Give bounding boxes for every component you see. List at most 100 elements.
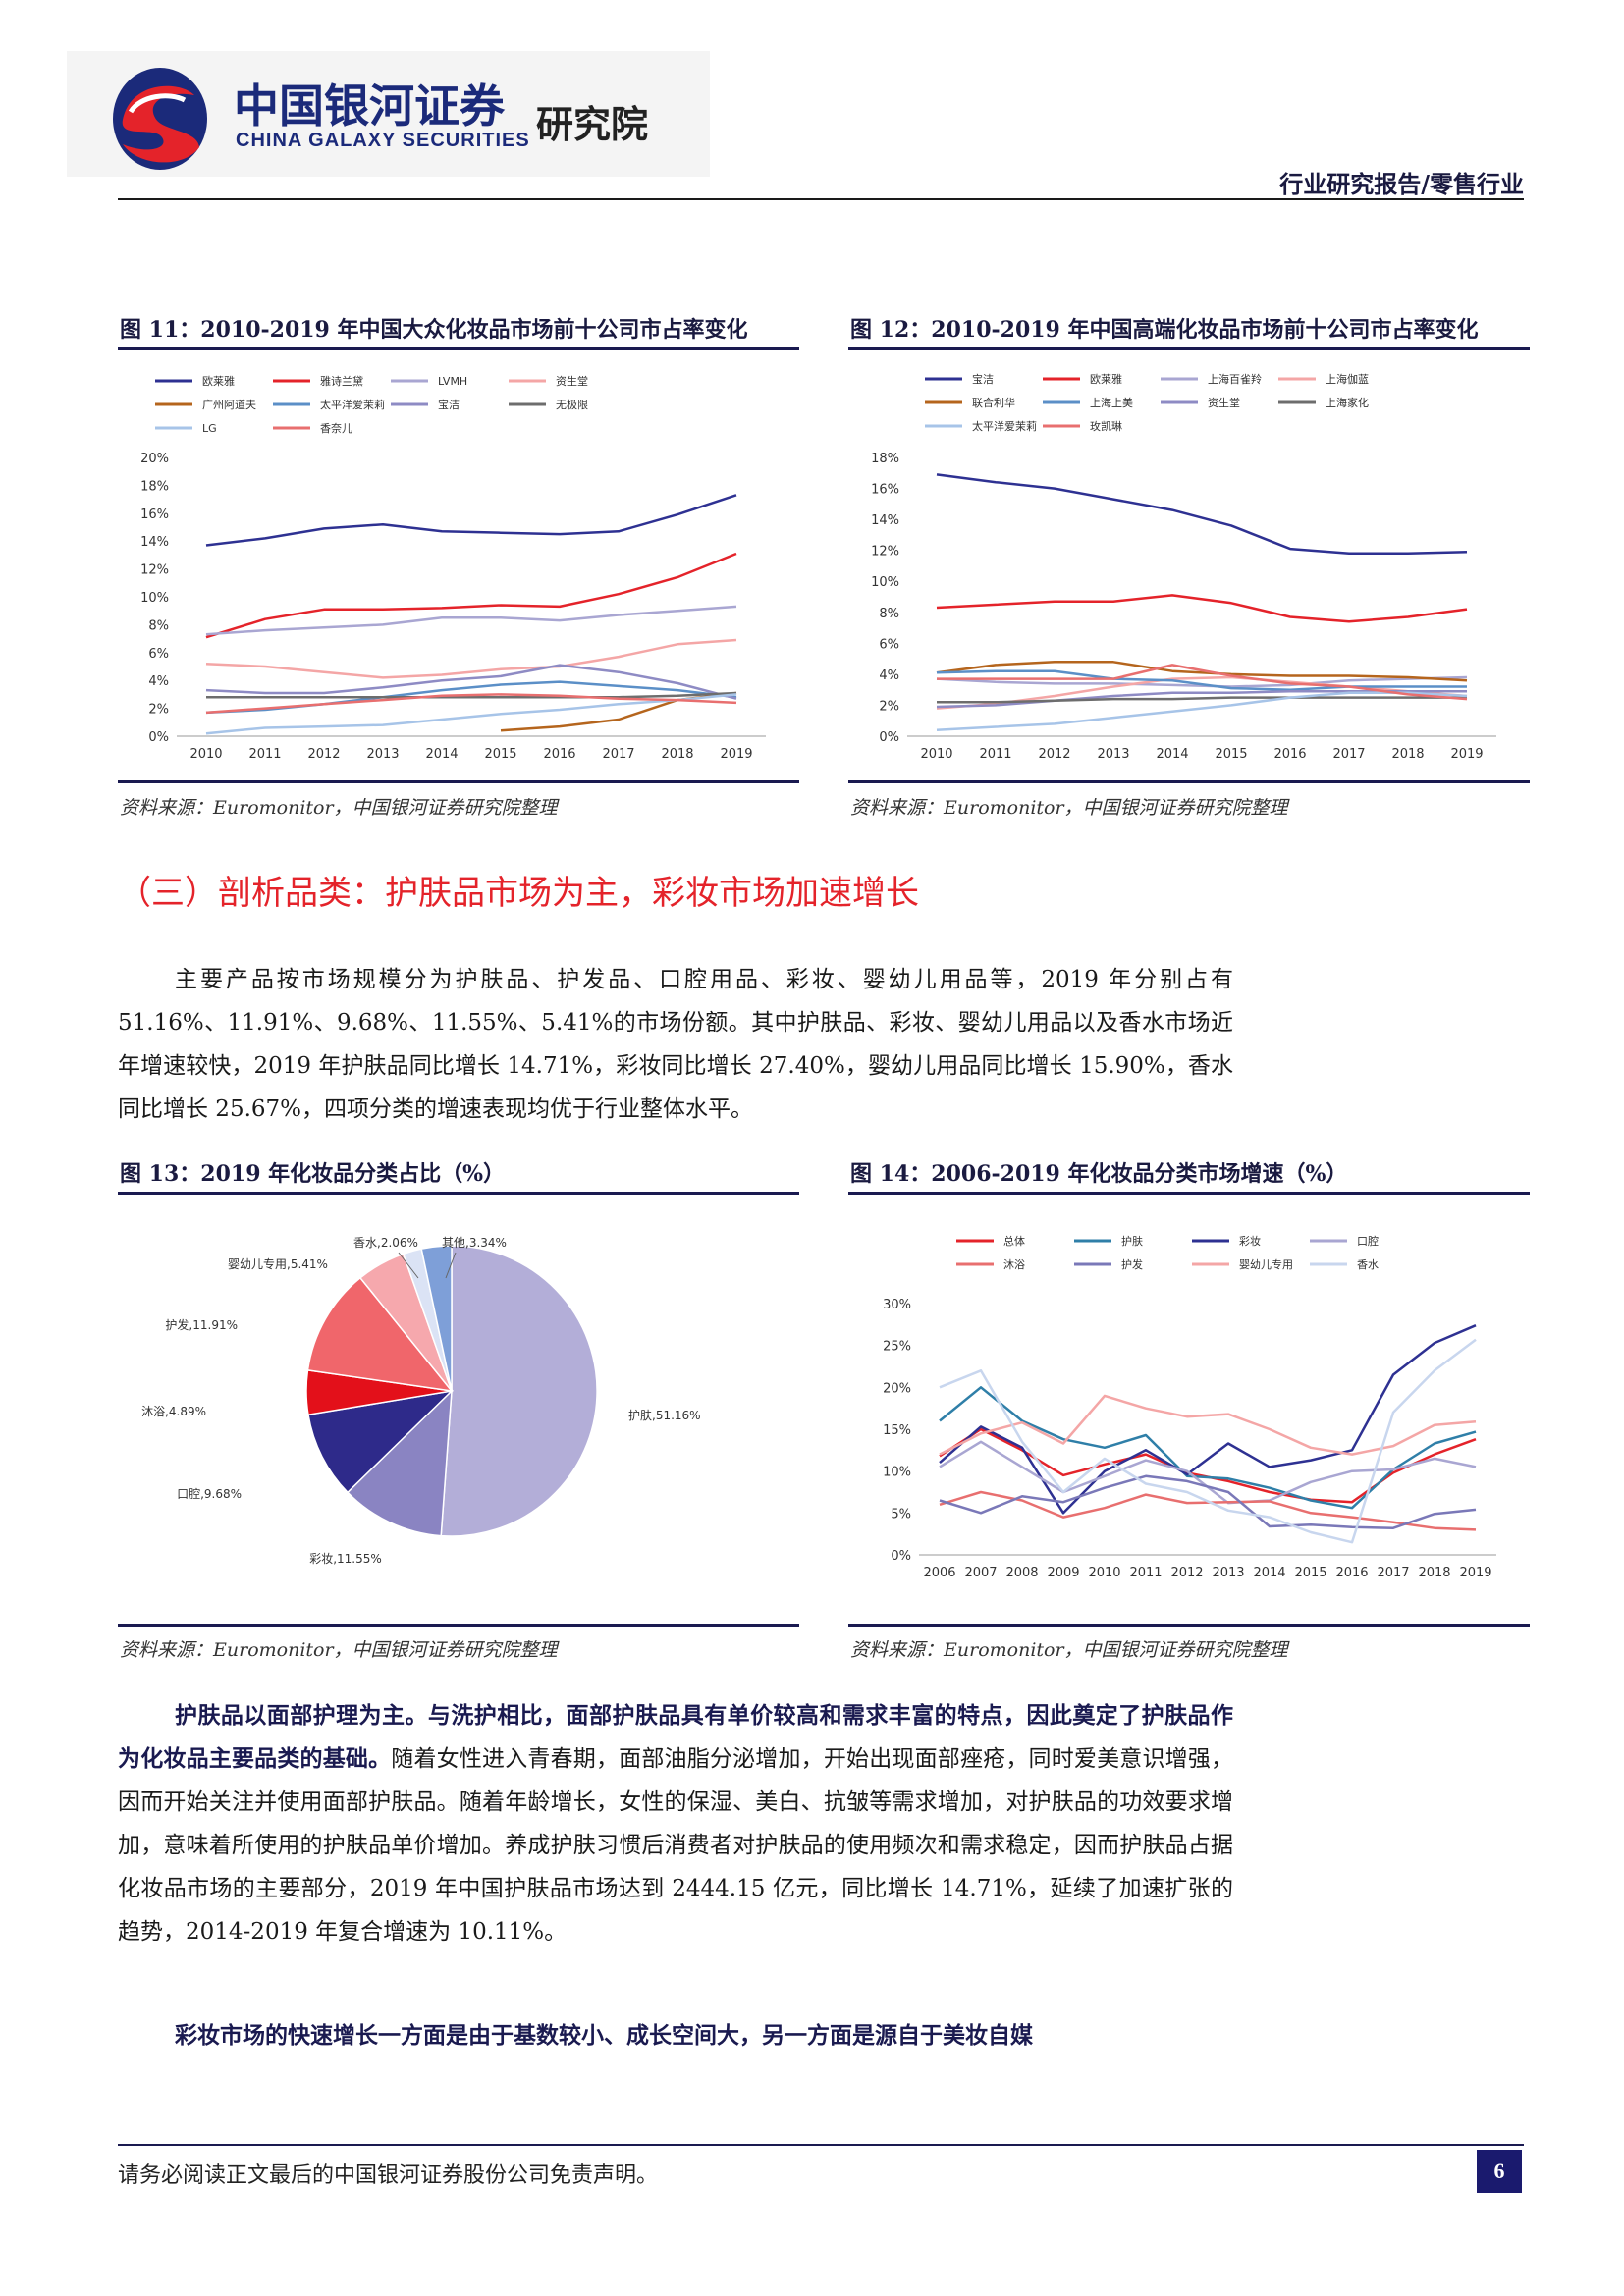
report-type: 行业研究报告/零售行业 bbox=[1279, 170, 1524, 198]
paragraph-3: 彩妆市场的快速增长一方面是由于基数较小、成长空间大，另一方面是源自于美妆自媒 bbox=[118, 2014, 1233, 2057]
fig12-y-tick-9: 18% bbox=[871, 452, 899, 466]
fig14-y-tick-1: 5% bbox=[891, 1507, 911, 1522]
fig11-legend-label-3: 资生堂 bbox=[556, 374, 588, 388]
fig12-x-tick-8: 2018 bbox=[1391, 747, 1424, 762]
fig11-series-2 bbox=[205, 605, 737, 636]
fig14-title: 图 14：2006-2019 年化妆品分类市场增速（%） bbox=[850, 1161, 1348, 1187]
fig12-legend-label-5: 上海上美 bbox=[1090, 396, 1133, 409]
fig13-label-2: 口腔,9.68% bbox=[177, 1486, 242, 1501]
fig12-series-0 bbox=[936, 473, 1468, 556]
fig12-legend-label-6: 资生堂 bbox=[1208, 396, 1240, 409]
fig13-title: 图 13：2019 年化妆品分类占比（%） bbox=[120, 1161, 506, 1187]
fig12-series-9 bbox=[937, 664, 1468, 701]
fig14-source: 资料来源：Euromonitor，中国银河证券研究院整理 bbox=[850, 1639, 1288, 1661]
fig14-legend-label-2: 彩妆 bbox=[1239, 1235, 1261, 1248]
fig12-title: 图 12：2010-2019 年中国高端化妆品市场前十公司市占率变化 bbox=[850, 317, 1479, 343]
fig14-x-tick-5: 2011 bbox=[1129, 1566, 1162, 1580]
fig12-y-tick-4: 8% bbox=[879, 607, 899, 621]
logo-chinese: 中国银河证券 bbox=[234, 80, 505, 133]
fig13-label-3: 沐浴,4.89% bbox=[141, 1405, 206, 1418]
fig11-series-9 bbox=[205, 693, 737, 715]
fig11-x-tick-3: 2013 bbox=[366, 747, 399, 762]
fig12-legend-label-0: 宝洁 bbox=[972, 372, 994, 386]
logo-english: CHINA GALAXY SECURITIES bbox=[236, 130, 530, 151]
paragraph-1: 主要产品按市场规模分为护肤品、护发品、口腔用品、彩妆、婴幼儿用品等，2019 年… bbox=[118, 967, 1233, 1122]
fig11-y-tick-8: 16% bbox=[140, 507, 169, 522]
fig14-x-tick-7: 2013 bbox=[1212, 1566, 1244, 1580]
fig12-y-tick-8: 16% bbox=[871, 483, 899, 498]
fig11-x-tick-6: 2016 bbox=[543, 747, 575, 762]
fig12-x-tick-0: 2010 bbox=[920, 747, 952, 762]
fig14-x-tick-0: 2006 bbox=[923, 1566, 955, 1580]
fig11-legend-label-9: 香奈儿 bbox=[320, 421, 352, 435]
fig13-chart: 护肤,51.16% 彩妆,11.55% 口腔,9.68% 沐浴,4.89% 护发,11.… bbox=[141, 1236, 701, 1566]
fig13-label-0: 护肤,51.16% bbox=[628, 1408, 701, 1422]
fig14-legend-label-5: 护发 bbox=[1121, 1257, 1143, 1271]
fig11-x-tick-7: 2017 bbox=[602, 747, 634, 762]
fig11-x-tick-4: 2014 bbox=[425, 747, 458, 762]
fig11-y-tick-4: 8% bbox=[148, 618, 169, 633]
fig11-source: 资料来源：Euromonitor，中国银河证券研究院整理 bbox=[120, 797, 558, 819]
fig13-slice-0 bbox=[440, 1245, 598, 1537]
fig12-x-tick-4: 2014 bbox=[1156, 747, 1188, 762]
fig11-legend-label-7: 无极限 bbox=[556, 398, 588, 411]
fig14-y-tick-5: 25% bbox=[883, 1340, 911, 1355]
fig11-series-3 bbox=[205, 638, 737, 679]
fig12-x-tick-3: 2013 bbox=[1097, 747, 1129, 762]
fig14-series-6 bbox=[939, 1394, 1477, 1456]
institute-name: 研究院 bbox=[536, 103, 649, 146]
paragraph-2: 护肤品以面部护理为主。与洗护相比，面部护肤品具有单价较高和需求丰富的特点，因此奠… bbox=[118, 1694, 1233, 1953]
fig11-y-tick-6: 12% bbox=[140, 563, 169, 578]
page-number: 6 bbox=[1493, 2159, 1505, 2183]
fig12-series-4 bbox=[936, 661, 1468, 682]
fig14-y-tick-6: 30% bbox=[883, 1298, 911, 1312]
fig11-legend-label-6: 宝洁 bbox=[438, 398, 460, 411]
fig11-series-8 bbox=[205, 693, 737, 735]
header-rule bbox=[118, 198, 1524, 200]
fig13-slice-4 bbox=[306, 1276, 454, 1393]
fig12-y-tick-1: 2% bbox=[879, 699, 899, 714]
fig11-series-6 bbox=[205, 664, 737, 700]
page-number-box: 6 bbox=[1477, 2150, 1522, 2193]
fig12-source: 资料来源：Euromonitor，中国银河证券研究院整理 bbox=[850, 797, 1288, 819]
fig14-x-tick-9: 2015 bbox=[1294, 1566, 1326, 1580]
fig11-y-tick-10: 20% bbox=[140, 452, 169, 466]
fig14-legend-label-3: 口腔 bbox=[1357, 1234, 1379, 1248]
fig13-bottom-rule bbox=[118, 1624, 799, 1627]
fig12-legend-label-2: 上海百雀羚 bbox=[1208, 372, 1262, 386]
fig14-top-rule bbox=[848, 1192, 1530, 1195]
fig12-y-tick-3: 6% bbox=[879, 637, 899, 652]
fig12-series-7 bbox=[937, 696, 1467, 704]
fig12-bottom-rule bbox=[848, 780, 1530, 783]
fig13-top-rule bbox=[118, 1192, 799, 1195]
fig11-legend-label-8: LG bbox=[202, 422, 217, 435]
fig13-label-5: 婴幼儿专用,5.41% bbox=[228, 1256, 328, 1271]
galaxy-logo-icon bbox=[113, 68, 207, 170]
fig14-y-tick-3: 15% bbox=[883, 1423, 911, 1438]
fig13-source: 资料来源：Euromonitor，中国银河证券研究院整理 bbox=[120, 1639, 558, 1661]
fig14-x-tick-1: 2007 bbox=[964, 1566, 997, 1580]
fig12-series-1 bbox=[936, 594, 1468, 623]
fig13-label-7: 其他,3.34% bbox=[442, 1236, 507, 1250]
fig11-y-tick-7: 14% bbox=[140, 535, 169, 550]
fig13-label-4: 护发,11.91% bbox=[165, 1317, 238, 1332]
fig11-x-tick-1: 2011 bbox=[248, 747, 281, 762]
fig13-leader-0 bbox=[398, 1252, 419, 1279]
fig12-y-tick-7: 14% bbox=[871, 513, 899, 528]
fig12-legend-label-9: 玫凯琳 bbox=[1090, 419, 1122, 433]
fig12-x-tick-5: 2015 bbox=[1215, 747, 1247, 762]
fig12-x-tick-7: 2017 bbox=[1332, 747, 1365, 762]
fig12-legend-label-1: 欧莱雅 bbox=[1090, 372, 1122, 386]
fig12-series-8 bbox=[936, 691, 1468, 731]
fig11-y-tick-5: 10% bbox=[140, 591, 169, 606]
fig11-x-tick-8: 2018 bbox=[661, 747, 693, 762]
fig11-y-tick-0: 0% bbox=[148, 730, 169, 745]
fig13-slice-7 bbox=[420, 1245, 453, 1392]
fig11-y-tick-3: 6% bbox=[148, 647, 169, 662]
fig14-x-tick-13: 2019 bbox=[1459, 1566, 1491, 1580]
fig13-label-6: 香水,2.06% bbox=[353, 1236, 418, 1250]
fig12-legend-label-7: 上海家化 bbox=[1326, 396, 1369, 409]
fig11-x-tick-0: 2010 bbox=[189, 747, 222, 762]
paragraph-2-body: 随着女性进入青春期，面部油脂分泌增加，开始出现面部痤疮，同时爱美意识增强，因而开… bbox=[118, 1746, 1233, 1945]
